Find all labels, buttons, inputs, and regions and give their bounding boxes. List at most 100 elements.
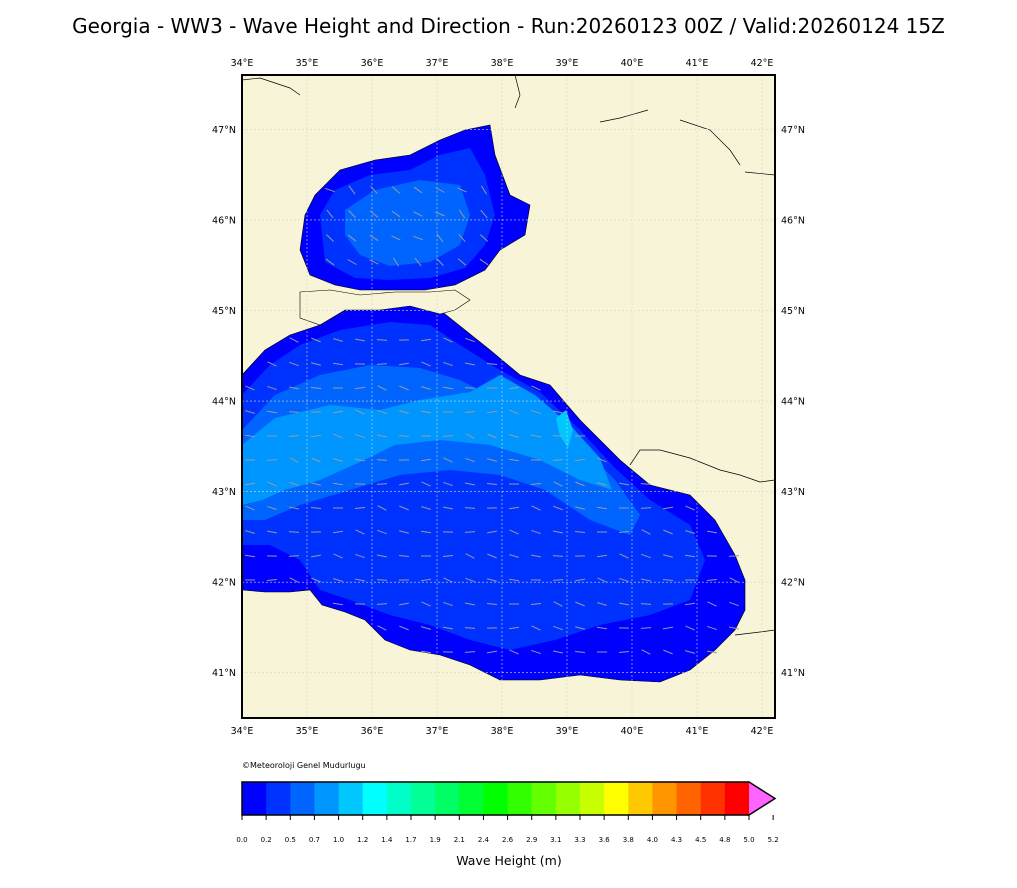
wave-arrow <box>641 649 651 655</box>
wave-arrow <box>376 579 388 581</box>
wave-arrow <box>391 235 401 241</box>
wave-arrow <box>442 506 454 510</box>
wave-arrow <box>464 387 476 389</box>
wave-arrow <box>399 505 409 511</box>
wave-arrow <box>553 530 563 534</box>
wave-arrow <box>310 554 322 558</box>
wave-arrow <box>640 483 652 485</box>
wave-arrow <box>465 553 475 559</box>
colorbar-segment <box>531 782 557 815</box>
wave-arrow <box>332 602 344 606</box>
wave-arrow <box>486 482 498 486</box>
wave-arrow <box>530 602 542 606</box>
colorbar-segment <box>483 782 509 815</box>
lon-label: 35°E <box>296 726 319 737</box>
wave-arrow <box>398 554 410 558</box>
wave-arrow <box>619 553 629 559</box>
lat-label: 44°N <box>212 397 236 408</box>
wave-arrow <box>355 529 365 535</box>
colorbar-segment <box>266 782 291 815</box>
wave-arrow <box>618 530 630 534</box>
wave-arrow <box>597 457 607 463</box>
wave-arrow <box>413 211 423 217</box>
wave-arrow <box>288 435 300 437</box>
wave-arrow <box>392 257 400 267</box>
colorbar-tick-label: 0.2 <box>261 836 272 844</box>
wave-arrow <box>530 554 542 558</box>
wave-arrow <box>552 435 564 437</box>
wave-arrow <box>464 507 476 509</box>
colorbar-tick-label: 3.6 <box>599 836 611 844</box>
wave-arrow <box>508 626 520 630</box>
azov-mid-zone <box>345 180 470 266</box>
wave-arrow <box>369 210 379 218</box>
lon-label: 34°E <box>231 58 254 69</box>
wave-arrow <box>575 626 585 630</box>
wave-arrow <box>728 555 740 557</box>
lat-label: 47°N <box>781 125 805 136</box>
wave-arrow <box>618 650 630 654</box>
colorbar-segment <box>652 782 678 815</box>
colorbar-tick-label: 0.7 <box>309 836 320 844</box>
wave-arrow <box>420 410 432 414</box>
lon-label: 35°E <box>296 58 319 69</box>
wave-arrow <box>596 626 608 630</box>
colorbar-tick-label: 2.4 <box>478 836 490 844</box>
wave-arrow <box>479 258 489 266</box>
wave-arrow <box>376 363 388 365</box>
wave-arrow <box>508 578 520 582</box>
lon-label: 36°E <box>361 726 384 737</box>
colorbar-tick-label: 4.5 <box>695 836 706 844</box>
wave-arrow <box>266 410 278 414</box>
wave-arrow <box>442 626 454 630</box>
credit-text: ©Meteoroloji Genel Mudurlugu <box>242 761 366 770</box>
wave-arrow <box>486 410 498 414</box>
wave-arrow <box>443 361 453 367</box>
colorbar-tick-label: 2.9 <box>526 836 537 844</box>
wave-arrow <box>480 209 488 219</box>
wave-arrow <box>531 505 541 511</box>
wave-arrow <box>288 531 300 533</box>
wave-arrow <box>640 627 652 629</box>
wave-arrow <box>597 577 607 583</box>
lon-label: 40°E <box>621 726 644 737</box>
wave-arrow <box>596 506 608 510</box>
wave-arrow <box>597 482 607 486</box>
wave-arrow <box>377 409 387 415</box>
wave-arrow <box>662 506 674 510</box>
wave-arrow <box>487 433 497 439</box>
wave-arrow <box>685 530 695 534</box>
wave-arrow <box>289 577 299 583</box>
wave-arrow <box>443 577 453 583</box>
wave-arrow <box>310 434 322 438</box>
colorbar-segment <box>435 782 460 815</box>
wave-arrow <box>376 339 388 341</box>
wave-arrow <box>288 555 300 557</box>
lon-label: 38°E <box>491 58 514 69</box>
wave-arrow <box>486 530 498 534</box>
wave-arrow <box>325 187 335 193</box>
wave-arrow <box>332 482 344 486</box>
wave-arrow <box>465 577 475 583</box>
wave-arrow <box>266 578 278 582</box>
wave-arrow <box>706 530 718 534</box>
wave-arrow <box>369 259 379 265</box>
wave-arrow <box>311 482 321 486</box>
wave-arrow <box>420 458 432 462</box>
colorbar-tick-label: 3.3 <box>574 836 585 844</box>
latitude-labels-left: 47°N 46°N 45°N 44°N 43°N 42°N 41°N <box>212 125 236 679</box>
wave-arrow <box>509 649 519 655</box>
wave-arrow <box>289 386 299 390</box>
colorbar-tick-label: 5.2 <box>768 836 779 844</box>
wave-arrow <box>685 625 695 631</box>
wave-arrow <box>391 186 401 194</box>
wave-arrow <box>332 362 344 366</box>
wave-arrow <box>596 554 608 558</box>
lat-label: 42°N <box>212 578 236 589</box>
lon-label: 42°E <box>751 58 774 69</box>
wave-arrow <box>377 529 387 535</box>
wave-arrow <box>531 385 541 391</box>
colorbar-tick-label: 3.1 <box>550 836 561 844</box>
wave-arrow <box>729 626 739 630</box>
colorbar-tick-label: 4.8 <box>719 836 730 844</box>
